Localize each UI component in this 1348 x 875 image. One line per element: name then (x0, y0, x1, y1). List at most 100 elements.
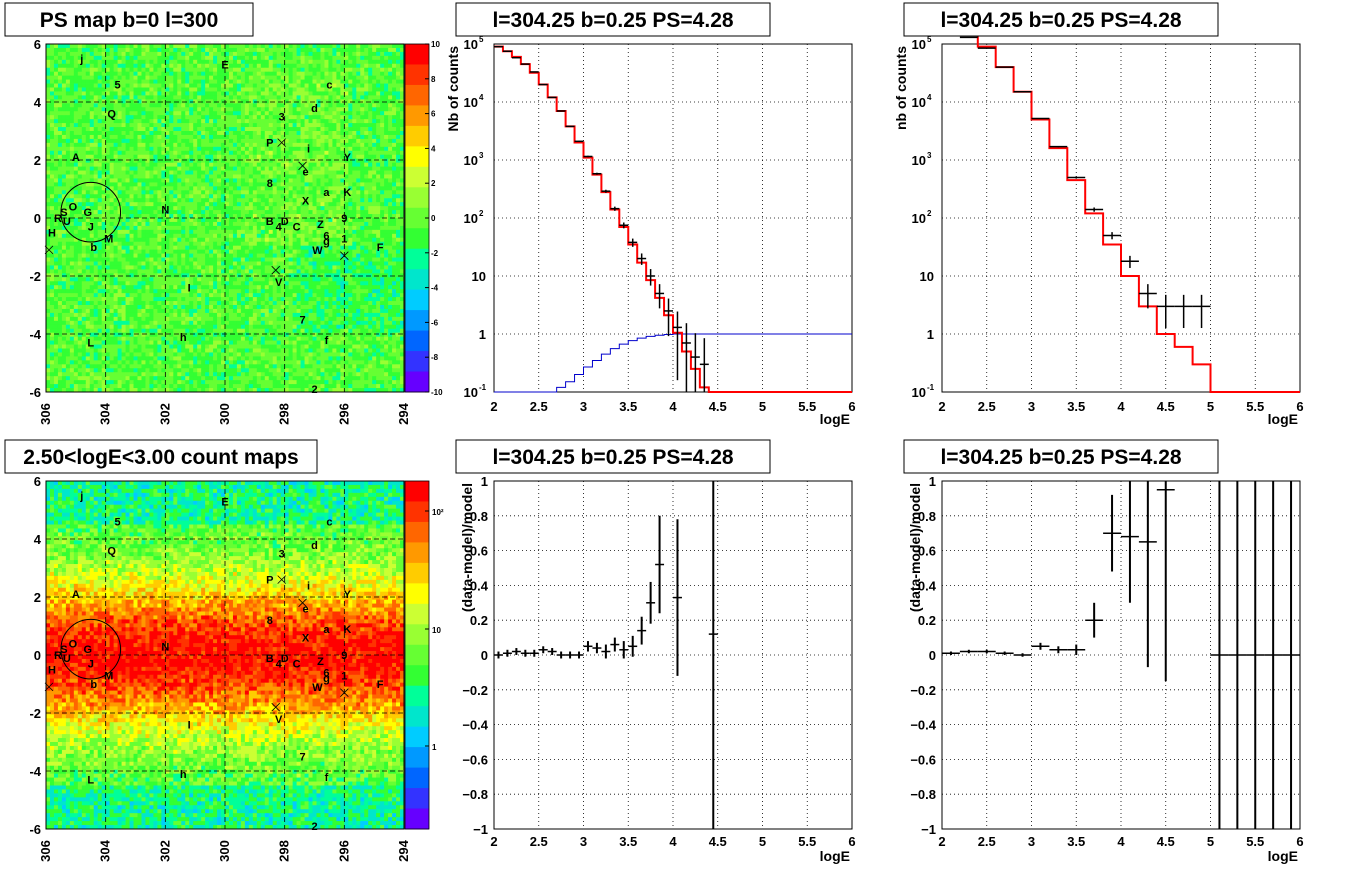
x-tick-label: 306 (38, 840, 53, 862)
x-tick-label: 300 (217, 840, 232, 862)
x-tick-label: 4 (1117, 399, 1125, 414)
source-label: W (312, 245, 323, 257)
source-label: 1 (341, 670, 347, 682)
source-label: a (323, 187, 330, 199)
y-tick-label: 10 (472, 269, 486, 284)
y-tick-label: 0 (34, 648, 41, 663)
source-label: 2 (311, 821, 317, 833)
source-label: F (377, 242, 384, 254)
panel-title: l=304.25 b=0.25 PS=4.28 (456, 440, 770, 473)
y-tick-label: 10 (912, 211, 926, 226)
source-label: i (307, 580, 310, 592)
x-tick-label: 5.5 (1246, 834, 1264, 849)
y-tick-label: 10 (464, 153, 478, 168)
y-tick-label: −0.2 (462, 683, 488, 698)
x-tick-label: 5.5 (798, 834, 816, 849)
panel-title: l=304.25 b=0.25 PS=4.28 (456, 3, 770, 36)
source-label: B (266, 216, 274, 228)
y-tick-label: 4 (34, 95, 42, 110)
source-label: 8 (267, 178, 273, 190)
y-tick-exponent: 2 (927, 209, 932, 218)
y-tick-label: −1 (473, 822, 488, 837)
source-label: F (377, 679, 384, 691)
x-tick-label: 3 (1028, 399, 1035, 414)
x-tick-label: 5.5 (1246, 399, 1264, 414)
y-tick-label: 2 (34, 153, 41, 168)
y-tick-label: 10 (464, 95, 478, 110)
source-label: d (311, 103, 318, 115)
source-label: O (69, 638, 78, 650)
colorbar-tick-label: 10 (432, 626, 441, 635)
x-tick-label: 4.5 (1157, 399, 1175, 414)
x-tick-label: 3 (580, 399, 587, 414)
source-label: 2 (311, 384, 317, 396)
panel-title: PS map b=0 l=300 (5, 3, 253, 36)
colorbar-tick-label: 0 (431, 214, 436, 223)
source-label: 9 (341, 650, 347, 662)
x-tick-label: 296 (336, 403, 351, 425)
source-label: d (311, 540, 318, 552)
source-label: Y (344, 152, 352, 164)
source-label: Q (107, 546, 116, 558)
y-tick-exponent: 4 (479, 93, 484, 102)
colorbar-tick-label: 1 (432, 743, 437, 752)
source-label: M (104, 670, 113, 682)
source-label: D (281, 216, 289, 228)
x-tick-label: 2.5 (978, 399, 996, 414)
source-label: J (88, 222, 94, 234)
y-tick-label: 10 (464, 211, 478, 226)
y-tick-exponent: 2 (479, 209, 484, 218)
source-label: b (90, 242, 97, 254)
panel-title-text: 2.50<logE<3.00 count maps (23, 446, 298, 469)
y-tick-label: −0.8 (910, 787, 936, 802)
x-tick-label: 3 (1028, 834, 1035, 849)
x-tick-label: 4 (1117, 834, 1125, 849)
source-label: c (326, 80, 332, 92)
source-label: E (221, 496, 228, 508)
source-label: 1 (341, 233, 347, 245)
source-label: V (275, 277, 283, 289)
source-label: K (343, 624, 351, 636)
source-label: Q (107, 109, 116, 121)
x-tick-label: 3 (580, 834, 587, 849)
figure-canvas: 306 304 302 300 298 296 2946420-2-4-6j5EcQ 3dPA… (0, 0, 1348, 875)
panel-title-text: l=304.25 b=0.25 PS=4.28 (940, 9, 1181, 32)
colorbar-tick-label: 4 (431, 144, 436, 153)
source-label: I (188, 283, 191, 295)
y-tick-exponent: 3 (927, 151, 932, 160)
source-label: B (266, 653, 274, 665)
source-label: E (221, 59, 228, 71)
colorbar-tick-label: -10 (431, 388, 443, 397)
source-label: O (69, 201, 78, 213)
source-label: a (323, 624, 330, 636)
x-axis-label: logE (820, 411, 850, 427)
source-label: P (266, 575, 273, 587)
colorbar-tick-label: -6 (431, 318, 439, 327)
x-tick-label: 296 (336, 840, 351, 862)
ratio-ratio2: 2 2.5 3 3.5 4 4.5 5 5.5 610.80.60.40.20−0.2−0.4−… (907, 474, 1304, 864)
panel-title: l=304.25 b=0.25 PS=4.28 (904, 3, 1218, 36)
x-tick-label: 5 (759, 399, 766, 414)
x-tick-label: 3.5 (619, 399, 637, 414)
y-tick-label: 0.2 (470, 613, 488, 628)
y-tick-label: -6 (29, 822, 41, 837)
x-tick-label: 5.5 (798, 399, 816, 414)
x-tick-label: 2.5 (530, 399, 548, 414)
x-tick-label: 2.5 (978, 834, 996, 849)
y-axis-label: (data-model)/model (907, 483, 923, 612)
y-tick-label: −1 (921, 822, 936, 837)
y-tick-label: 10 (912, 95, 926, 110)
x-tick-label: 4 (669, 834, 677, 849)
x-axis-label: logE (1268, 411, 1298, 427)
source-label: G (83, 644, 92, 656)
source-label: h (180, 332, 187, 344)
source-label: C (293, 659, 301, 671)
source-label: V (275, 714, 283, 726)
x-tick-label: 4.5 (709, 399, 727, 414)
y-axis-label: (data-model)/model (459, 483, 475, 612)
x-tick-label: 4.5 (1157, 834, 1175, 849)
colorbar-tick-label: -4 (431, 284, 439, 293)
source-label: A (72, 152, 80, 164)
source-label: Z (317, 219, 324, 231)
